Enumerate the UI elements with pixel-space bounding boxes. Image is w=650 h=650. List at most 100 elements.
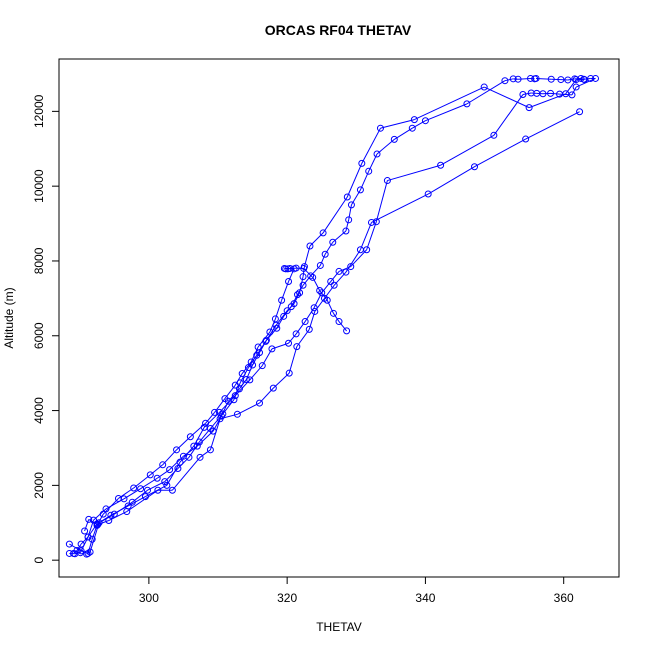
- data-point: [576, 108, 584, 116]
- data-point: [244, 364, 252, 372]
- series-segment: [333, 313, 340, 322]
- data-point: [480, 83, 488, 91]
- x-tick-label: 340: [415, 591, 435, 605]
- data-point: [123, 508, 131, 516]
- series-segment: [425, 103, 468, 122]
- series-segment: [528, 93, 566, 109]
- series-segment: [312, 277, 321, 291]
- data-point: [159, 461, 167, 469]
- data-point: [233, 410, 241, 418]
- series-segment: [73, 550, 78, 554]
- data-point: [278, 296, 286, 304]
- x-tick-label: 300: [139, 591, 159, 605]
- data-point: [572, 83, 580, 91]
- series-segment: [361, 127, 381, 164]
- data-point: [367, 218, 375, 226]
- data-point: [580, 76, 588, 84]
- series-segment: [387, 164, 441, 182]
- series-segment: [303, 245, 311, 267]
- series-segment: [366, 221, 377, 250]
- data-point: [86, 548, 94, 556]
- data-point: [373, 150, 381, 158]
- data-point: [130, 484, 138, 492]
- data-point: [292, 330, 300, 338]
- data-point: [110, 510, 118, 518]
- data-point: [285, 369, 293, 377]
- series-segment: [293, 292, 301, 304]
- series-segment: [179, 445, 195, 463]
- series-segment: [338, 321, 347, 332]
- series-segment: [559, 93, 573, 96]
- data-point: [283, 307, 291, 315]
- plot-frame: [58, 58, 620, 578]
- series-segment: [234, 379, 251, 396]
- series-segment: [288, 333, 297, 344]
- data-point: [255, 399, 263, 407]
- series-segment: [314, 298, 325, 312]
- data-point: [320, 294, 328, 302]
- data-point: [345, 216, 353, 224]
- data-point: [330, 281, 338, 289]
- data-point: [532, 74, 540, 82]
- data-point: [316, 287, 324, 295]
- data-point: [307, 272, 315, 280]
- data-point: [268, 345, 276, 353]
- series-segment: [295, 321, 306, 335]
- data-point: [285, 278, 293, 286]
- series-segment: [324, 241, 334, 255]
- data-point: [81, 527, 89, 535]
- series-segment: [126, 489, 159, 512]
- series-segment: [412, 120, 426, 129]
- series-segment: [550, 92, 560, 95]
- data-point: [94, 521, 102, 529]
- series-segment: [296, 329, 310, 347]
- y-tick-label: 6000: [32, 322, 46, 349]
- data-point: [272, 321, 280, 329]
- data-point: [390, 135, 398, 143]
- series-segment: [321, 281, 332, 294]
- series-segment: [394, 127, 413, 140]
- data-point: [343, 327, 351, 335]
- data-point: [514, 75, 522, 83]
- x-tick-label: 360: [554, 591, 574, 605]
- y-tick-label: 10000: [32, 169, 46, 203]
- data-point: [564, 76, 572, 84]
- data-point: [88, 535, 96, 543]
- series-segment: [199, 449, 211, 458]
- series-segment: [504, 78, 514, 82]
- x-tick-label: 320: [277, 591, 297, 605]
- series-segment: [440, 134, 495, 166]
- series-segment: [237, 402, 260, 415]
- data-point: [557, 76, 565, 84]
- series-segment: [518, 77, 531, 80]
- series-segment: [248, 354, 258, 368]
- data-point: [176, 458, 184, 466]
- data-point: [186, 433, 194, 441]
- series-segment: [414, 86, 485, 121]
- data-point: [206, 425, 214, 433]
- data-point: [166, 466, 174, 474]
- data-point: [174, 465, 182, 473]
- series-segment: [359, 222, 372, 250]
- series-segment: [350, 249, 368, 267]
- series-segment: [76, 543, 82, 551]
- series-segment: [466, 80, 506, 105]
- series-segment: [87, 539, 93, 554]
- data-point: [347, 201, 355, 209]
- x-axis: 300 320 340 360: [139, 577, 574, 605]
- data-point: [335, 267, 343, 275]
- y-tick-label: 0: [32, 557, 46, 564]
- series-segment: [133, 474, 151, 489]
- data-point: [262, 336, 270, 344]
- data-point: [77, 540, 85, 548]
- data-point: [168, 486, 176, 494]
- data-point: [120, 495, 128, 503]
- x-axis-label: THETAV: [316, 620, 362, 634]
- chart-title: ORCAS RF04 THETAV: [265, 22, 412, 38]
- series-segment: [302, 275, 312, 286]
- data-point: [173, 446, 181, 454]
- data-point: [282, 265, 290, 273]
- data-point: [246, 376, 254, 384]
- series-segment: [234, 373, 243, 386]
- data-point: [306, 242, 314, 250]
